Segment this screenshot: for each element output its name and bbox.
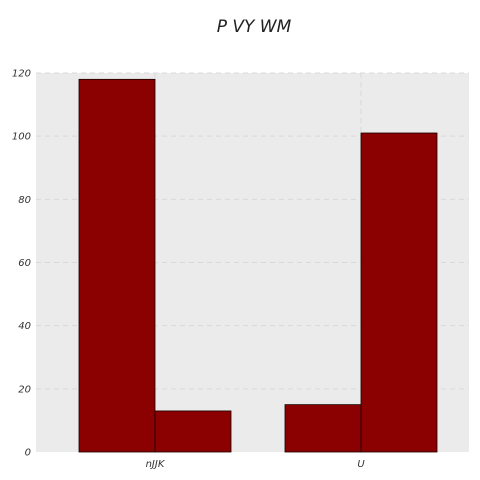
y-tick-label: 60 xyxy=(18,258,31,269)
bars xyxy=(78,78,438,453)
y-tick-label: 0 xyxy=(25,448,31,459)
y-tick-label: 100 xyxy=(12,132,31,143)
chart-title: P VY WM xyxy=(217,17,292,37)
x-tick-label: nJJK xyxy=(146,459,166,470)
bar-nJJK-series-2 xyxy=(154,410,232,453)
y-tick-label: 120 xyxy=(12,69,31,80)
bar-nJJK-series-1 xyxy=(78,78,156,453)
bar-U-series-2 xyxy=(360,132,438,453)
x-axis-ticks: nJJK U xyxy=(146,459,366,470)
y-axis-ticks: 0 20 40 60 80 100 120 xyxy=(12,69,31,459)
y-tick-label: 20 xyxy=(18,384,31,395)
bar-U-series-1 xyxy=(284,404,362,453)
y-tick-label: 80 xyxy=(18,195,31,206)
x-tick-label: U xyxy=(357,459,365,470)
y-tick-label: 40 xyxy=(18,321,31,332)
